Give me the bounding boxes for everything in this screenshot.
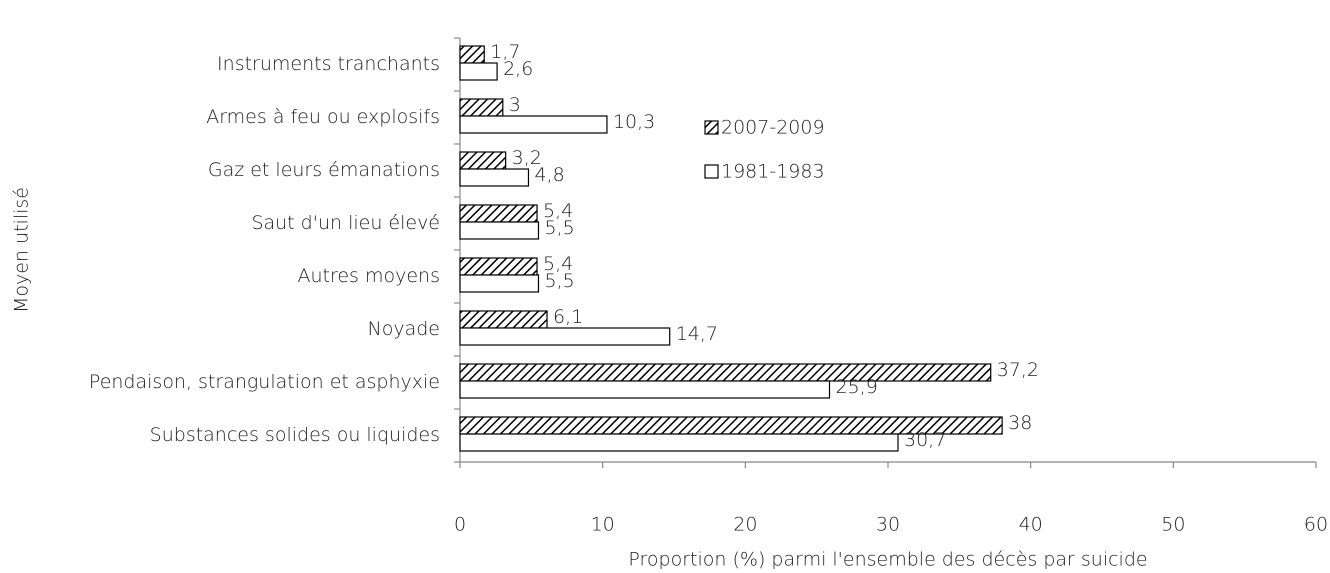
bar	[459, 62, 498, 81]
bar	[459, 274, 540, 293]
x-axis-title: Proportion (%) parmi l'ensemble des décè…	[628, 549, 1147, 571]
bar	[459, 221, 540, 240]
bar	[459, 380, 831, 399]
value-label: 38	[1008, 412, 1032, 434]
value-label: 4,8	[534, 164, 564, 186]
y-axis-title: Moyen utilisé	[11, 187, 33, 313]
bar	[459, 310, 548, 329]
y-tick-label: Substances solides ou liquides	[150, 424, 440, 446]
legend-label: 1981-1983	[721, 161, 825, 183]
bar	[459, 257, 538, 276]
value-label: 30,7	[904, 429, 946, 451]
value-label: 5,5	[544, 217, 574, 239]
x-tick-label: 40	[1019, 514, 1043, 536]
bar	[459, 433, 899, 452]
y-tick-label: Autres moyens	[297, 265, 440, 287]
legend-label: 2007-2009	[721, 117, 825, 139]
x-tick-label: 0	[454, 514, 466, 536]
value-label: 14,7	[676, 323, 718, 345]
y-tick-label: Pendaison, strangulation et asphyxie	[89, 371, 440, 393]
legend-swatch	[704, 120, 719, 135]
x-tick-label: 20	[733, 514, 757, 536]
value-label: 5,4	[543, 200, 573, 222]
value-label: 3,2	[512, 147, 542, 169]
bar	[459, 327, 671, 346]
value-label: 37,2	[997, 359, 1039, 381]
value-label: 1,7	[490, 41, 520, 63]
legend-swatch	[704, 164, 719, 179]
bar	[459, 151, 507, 170]
x-tick-label: 30	[876, 514, 900, 536]
bar	[459, 115, 608, 134]
bar	[459, 363, 992, 382]
y-tick-label: Armes à feu ou explosifs	[206, 106, 440, 128]
value-label: 2,6	[503, 58, 533, 80]
value-label: 25,9	[836, 376, 878, 398]
value-label: 5,5	[544, 270, 574, 292]
y-tick-label: Noyade	[368, 318, 440, 340]
value-label: 3	[509, 94, 521, 116]
x-tick-label: 50	[1161, 514, 1185, 536]
value-label: 10,3	[613, 111, 655, 133]
y-tick-label: Instruments tranchants	[217, 53, 440, 75]
bar	[459, 98, 504, 117]
bar	[459, 45, 485, 64]
value-label: 5,4	[543, 253, 573, 275]
x-tick-label: 10	[591, 514, 615, 536]
bar	[459, 168, 530, 187]
bar	[459, 204, 538, 223]
value-label: 6,1	[553, 306, 583, 328]
x-tick-label: 60	[1304, 514, 1328, 536]
y-tick-label: Saut d'un lieu élevé	[251, 212, 440, 234]
y-tick-label: Gaz et leurs émanations	[208, 159, 440, 181]
